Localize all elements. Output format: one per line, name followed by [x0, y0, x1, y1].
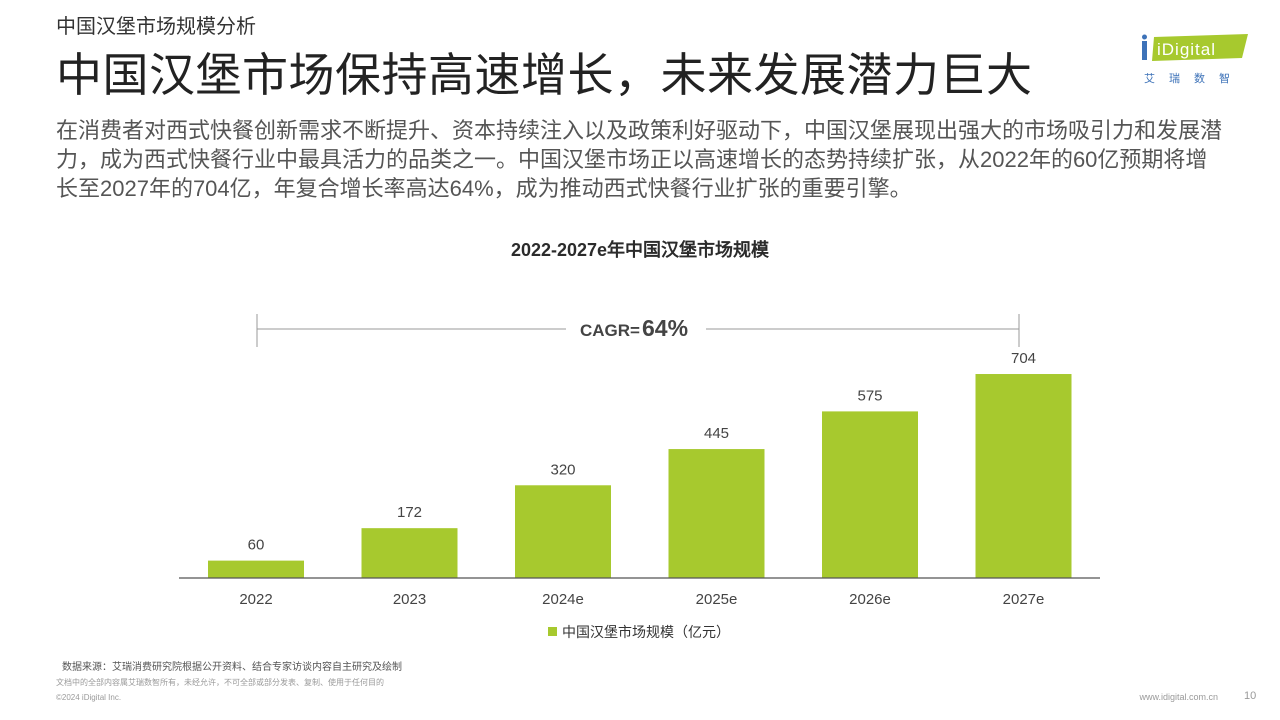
x-tick-label-2023: 2023	[393, 591, 426, 608]
bar-value-label-2022: 60	[248, 537, 265, 554]
x-tick-label-2024e: 2024e	[542, 591, 584, 608]
logo-mark: iDigital	[1142, 34, 1248, 61]
website-link[interactable]: www.idigital.com.cn	[1139, 692, 1218, 702]
x-axis-labels: 2022 2023 2024e 2025e 2026e 2027e	[239, 591, 1044, 608]
bar-value-label-2024e: 320	[550, 461, 575, 478]
bar-2024e	[515, 485, 611, 578]
page-title: 中国汉堡市场保持高速增长，未来发展潜力巨大	[56, 49, 1033, 101]
summary-paragraph: 在消费者对西式快餐创新需求不断提升、资本持续注入以及政策利好驱动下，中国汉堡展现…	[56, 118, 1223, 201]
chart-title: 2022-2027e年中国汉堡市场规模	[510, 240, 770, 260]
bar-2022	[208, 560, 304, 578]
bar-value-label-2027e: 704	[1011, 350, 1036, 367]
x-tick-label-2027e: 2027e	[1003, 591, 1045, 608]
bar-value-label-2025e: 445	[704, 425, 729, 442]
bar-2023	[361, 528, 458, 578]
bars-layer: 60 172 320 445 575 704	[208, 350, 1072, 578]
logo-brand-text: iDigital	[1157, 40, 1216, 59]
cagr-label: CAGR=	[580, 321, 640, 340]
idigital-logo: iDigital 艾瑞数智	[1140, 34, 1252, 85]
bar-2027e	[975, 374, 1072, 578]
page-number: 10	[1244, 690, 1257, 702]
cagr-value: 64%	[642, 315, 688, 341]
legend-swatch	[548, 627, 557, 636]
rights-notice: 文档中的全部内容属艾瑞数智所有，未经允许，不可全部或部分发表、复制、使用于任何目…	[56, 678, 384, 687]
x-tick-label-2026e: 2026e	[849, 591, 891, 608]
data-source: 数据来源：艾瑞消费研究院根据公开资料、结合专家访谈内容自主研究及绘制	[62, 662, 402, 673]
bar-value-label-2026e: 575	[857, 387, 882, 404]
x-tick-label-2025e: 2025e	[696, 591, 738, 608]
cagr-annotation: CAGR= 64%	[256, 314, 1020, 347]
bar-2026e	[822, 411, 918, 578]
logo-cn-text: 艾瑞数智	[1144, 73, 1244, 85]
x-tick-label-2022: 2022	[239, 591, 272, 608]
bar-value-label-2023: 172	[397, 504, 422, 521]
copyright: ©2024 iDigital Inc.	[56, 693, 122, 702]
legend-label: 中国汉堡市场规模（亿元）	[562, 624, 730, 640]
bar-2025e	[668, 449, 765, 578]
legend: 中国汉堡市场规模（亿元）	[548, 624, 730, 640]
section-label: 中国汉堡市场规模分析	[56, 16, 256, 38]
